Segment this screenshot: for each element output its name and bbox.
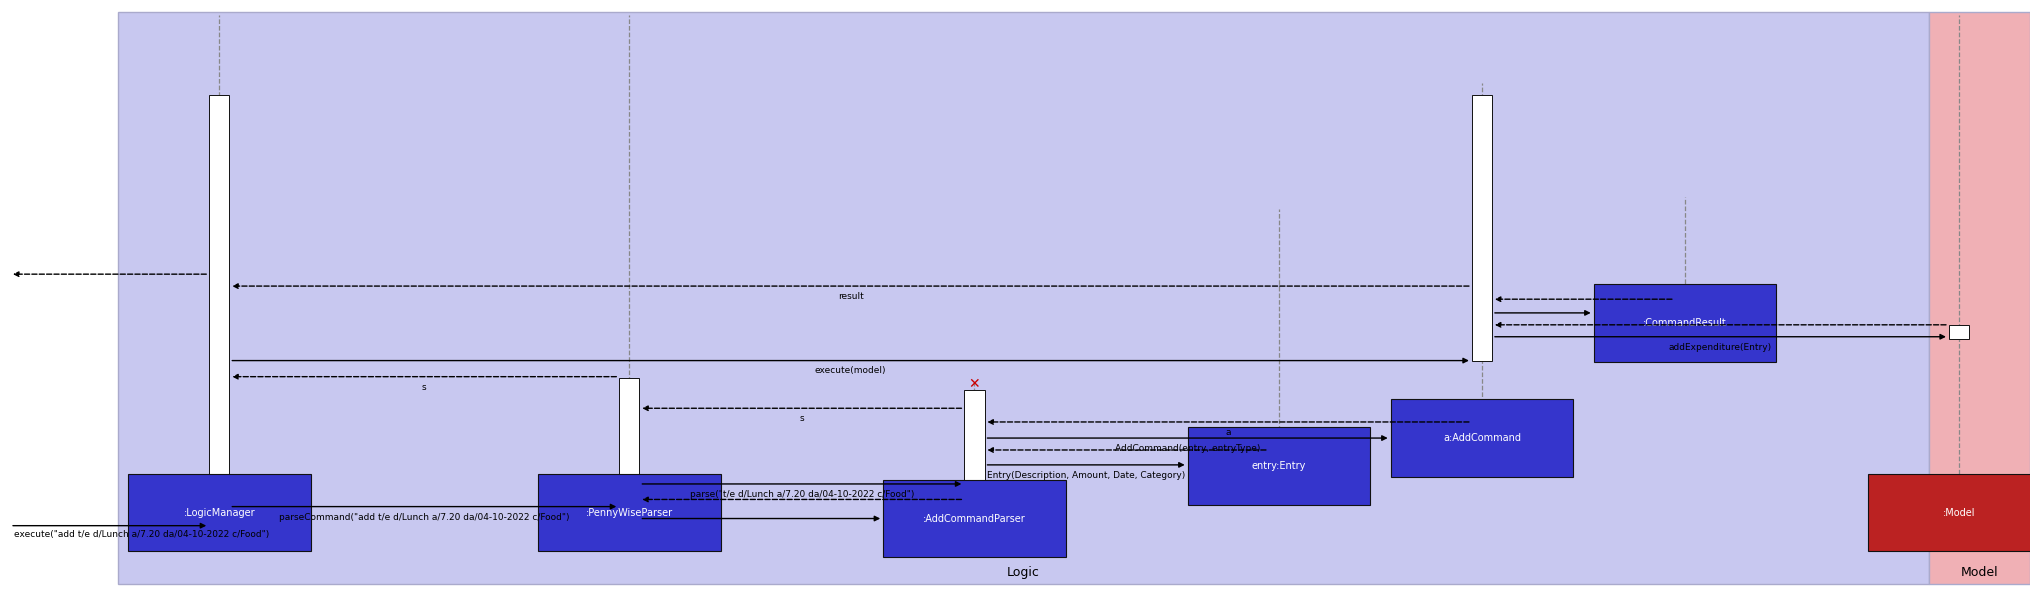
FancyBboxPatch shape — [209, 95, 229, 527]
Text: result: result — [838, 292, 863, 301]
Text: a:AddCommand: a:AddCommand — [1443, 433, 1520, 443]
Text: s: s — [800, 414, 804, 423]
Text: entry:Entry: entry:Entry — [1253, 461, 1305, 471]
FancyBboxPatch shape — [128, 474, 311, 551]
Text: addExpenditure(Entry): addExpenditure(Entry) — [1669, 343, 1772, 352]
Text: a: a — [1226, 428, 1230, 437]
Text: :PennyWiseParser: :PennyWiseParser — [587, 508, 672, 517]
Text: parse("t/e d/Lunch a/7.20 da/04-10-2022 c/Food"): parse("t/e d/Lunch a/7.20 da/04-10-2022 … — [690, 490, 914, 499]
FancyBboxPatch shape — [1472, 420, 1492, 436]
Text: Entry(Description, Amount, Date, Category): Entry(Description, Amount, Date, Categor… — [987, 471, 1186, 480]
FancyBboxPatch shape — [1675, 300, 1695, 313]
FancyBboxPatch shape — [619, 378, 639, 508]
FancyBboxPatch shape — [1594, 284, 1776, 362]
Text: execute("add t/e d/Lunch a/7.20 da/04-10-2022 c/Food"): execute("add t/e d/Lunch a/7.20 da/04-10… — [14, 530, 270, 539]
Text: :AddCommandParser: :AddCommandParser — [924, 514, 1025, 523]
FancyBboxPatch shape — [1472, 95, 1492, 361]
FancyBboxPatch shape — [1188, 427, 1370, 505]
FancyBboxPatch shape — [883, 480, 1066, 557]
FancyBboxPatch shape — [1391, 399, 1573, 477]
Text: Model: Model — [1961, 566, 1998, 579]
Text: AddCommand(entry, entryType): AddCommand(entry, entryType) — [1114, 444, 1261, 453]
Text: execute(model): execute(model) — [814, 367, 887, 375]
Text: s: s — [422, 383, 426, 392]
FancyBboxPatch shape — [118, 12, 1928, 584]
FancyBboxPatch shape — [1269, 450, 1289, 462]
Text: Logic: Logic — [1007, 566, 1039, 579]
Text: :CommandResult: :CommandResult — [1642, 318, 1728, 328]
Text: parseCommand("add t/e d/Lunch a/7.20 da/04-10-2022 c/Food"): parseCommand("add t/e d/Lunch a/7.20 da/… — [278, 513, 570, 522]
FancyBboxPatch shape — [1928, 12, 2030, 584]
Text: ✕: ✕ — [968, 377, 980, 392]
FancyBboxPatch shape — [538, 474, 721, 551]
Text: :Model: :Model — [1943, 508, 1975, 517]
FancyBboxPatch shape — [1949, 325, 1969, 339]
FancyBboxPatch shape — [964, 390, 985, 486]
FancyBboxPatch shape — [1868, 474, 2030, 551]
Text: :LogicManager: :LogicManager — [183, 508, 256, 517]
